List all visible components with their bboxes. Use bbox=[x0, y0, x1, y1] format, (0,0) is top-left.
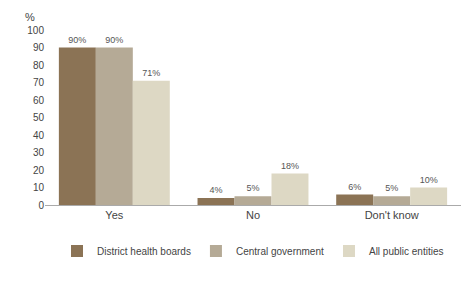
svg-text:0: 0 bbox=[38, 200, 44, 211]
svg-text:No: No bbox=[246, 209, 260, 221]
svg-text:70: 70 bbox=[33, 77, 45, 88]
svg-text:40: 40 bbox=[33, 130, 45, 141]
svg-text:71%: 71% bbox=[142, 68, 160, 78]
svg-text:18%: 18% bbox=[281, 161, 299, 171]
svg-text:50: 50 bbox=[33, 112, 45, 123]
svg-text:6%: 6% bbox=[348, 182, 361, 192]
svg-text:4%: 4% bbox=[210, 185, 223, 195]
svg-text:%: % bbox=[25, 11, 35, 23]
svg-text:90%: 90% bbox=[105, 35, 123, 45]
svg-text:All public entities: All public entities bbox=[369, 246, 443, 257]
svg-text:30: 30 bbox=[33, 147, 45, 158]
svg-text:100: 100 bbox=[27, 25, 44, 36]
svg-text:District health boards: District health boards bbox=[97, 246, 191, 257]
svg-text:5%: 5% bbox=[246, 183, 259, 193]
svg-text:Yes: Yes bbox=[105, 209, 123, 221]
svg-text:5%: 5% bbox=[385, 183, 398, 193]
svg-text:60: 60 bbox=[33, 95, 45, 106]
svg-text:80: 80 bbox=[33, 60, 45, 71]
svg-text:20: 20 bbox=[33, 165, 45, 176]
svg-text:Don't know: Don't know bbox=[365, 209, 419, 221]
svg-text:90%: 90% bbox=[68, 35, 86, 45]
svg-text:10%: 10% bbox=[420, 175, 438, 185]
svg-text:Central government: Central government bbox=[236, 246, 324, 257]
svg-text:10: 10 bbox=[33, 182, 45, 193]
svg-text:90: 90 bbox=[33, 42, 45, 53]
